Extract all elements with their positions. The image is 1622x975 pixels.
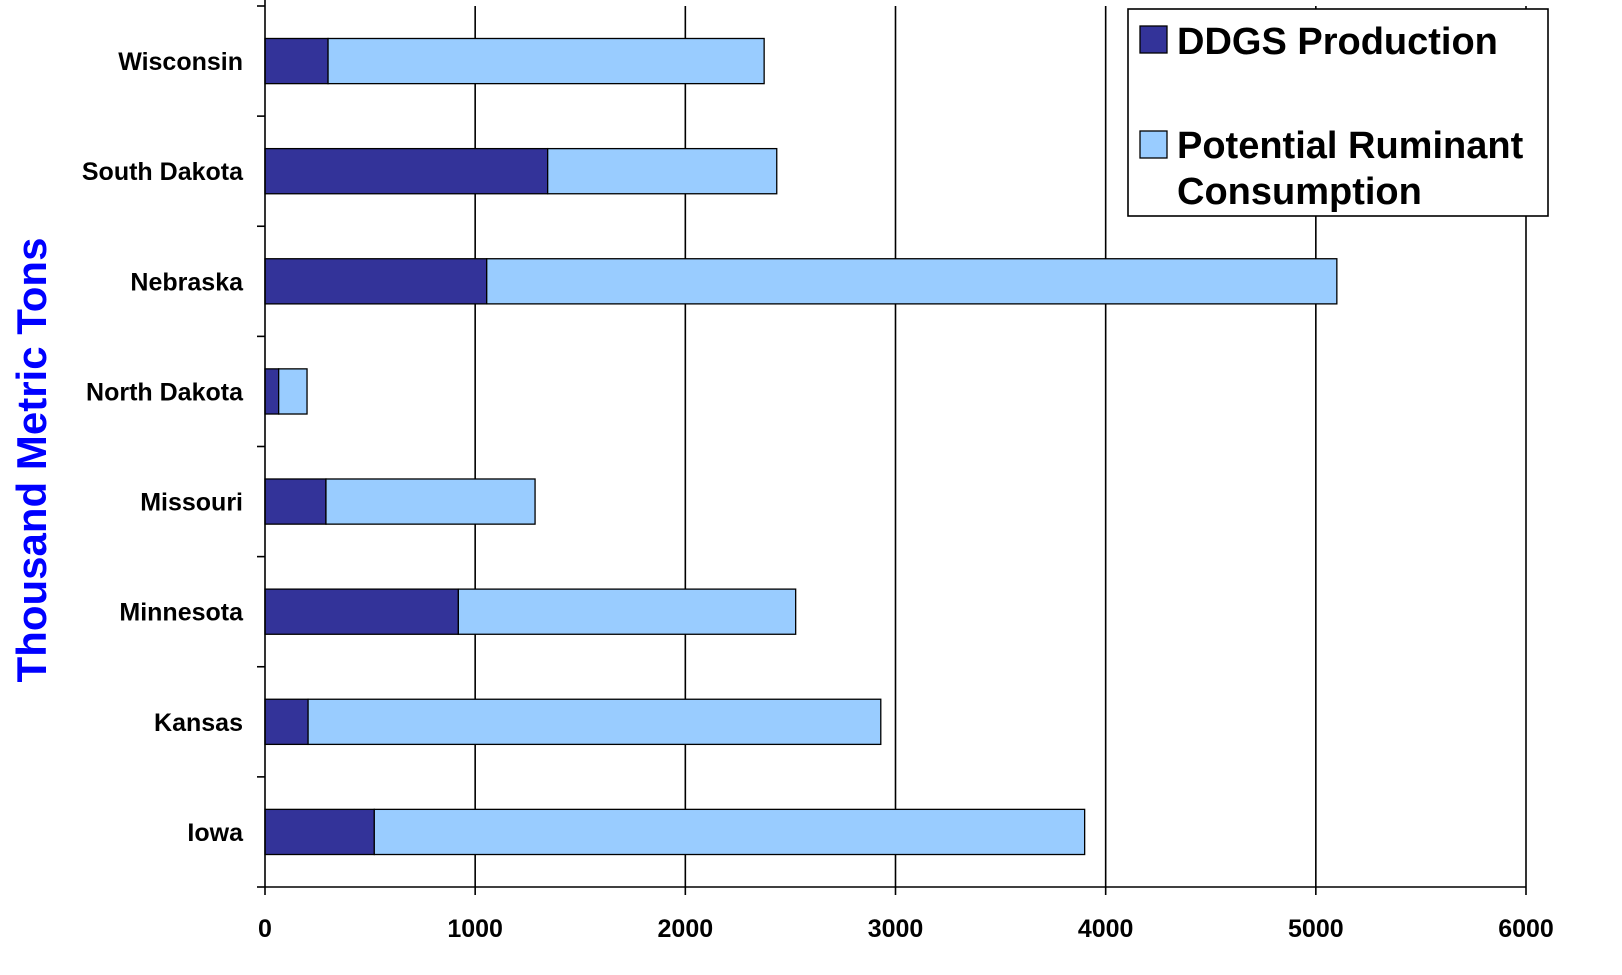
legend-label: DDGS Production bbox=[1177, 21, 1498, 63]
bar-iowa-series-0 bbox=[264, 808, 375, 856]
x-tick-label: 2000 bbox=[658, 915, 714, 943]
bar-kansas-series-1 bbox=[307, 698, 882, 746]
category-label: South Dakota bbox=[82, 158, 244, 186]
bar-nebraska-series-0 bbox=[264, 258, 488, 305]
category-label: Nebraska bbox=[130, 268, 244, 296]
bar-north-dakota-series-1 bbox=[278, 368, 308, 415]
x-tick-label: 6000 bbox=[1498, 915, 1554, 943]
category-label: North Dakota bbox=[86, 378, 244, 406]
bar-minnesota-series-0 bbox=[264, 588, 460, 635]
bar-minnesota-series-1 bbox=[457, 588, 797, 635]
legend-swatch bbox=[1139, 130, 1168, 159]
category-label: Minnesota bbox=[119, 599, 244, 627]
bar-north-dakota-series-0 bbox=[264, 368, 280, 415]
bar-south-dakota-series-0 bbox=[264, 147, 549, 195]
bar-wisconsin-series-0 bbox=[264, 37, 329, 85]
axes bbox=[257, 0, 1527, 895]
bar-wisconsin-series-1 bbox=[327, 37, 765, 85]
bars bbox=[264, 37, 1338, 856]
legend-swatch bbox=[1139, 25, 1168, 54]
category-label: Kansas bbox=[154, 709, 243, 737]
bar-missouri-series-0 bbox=[264, 478, 327, 525]
y-axis-label: Thousand Metric Tons bbox=[8, 238, 55, 683]
x-tick-label: 1000 bbox=[447, 915, 503, 943]
bar-south-dakota-series-1 bbox=[547, 147, 778, 195]
x-tick-label: 3000 bbox=[868, 915, 924, 943]
bar-missouri-series-1 bbox=[325, 478, 536, 525]
category-label: Missouri bbox=[140, 489, 243, 517]
legend-box bbox=[1127, 8, 1549, 217]
category-labels: Iowa Kansas Minnesota Missouri North Dakota N… bbox=[82, 48, 244, 847]
bar-nebraska-series-1 bbox=[486, 258, 1338, 305]
bar-iowa-series-1 bbox=[373, 808, 1086, 856]
category-label: Wisconsin bbox=[118, 48, 243, 76]
x-tick-label: 5000 bbox=[1288, 915, 1344, 943]
bar-kansas-series-0 bbox=[264, 698, 309, 746]
legend-label: Potential Ruminant Consumption bbox=[1177, 125, 1524, 213]
category-label: Iowa bbox=[187, 819, 244, 847]
x-tick-labels: 0 1000 2000 3000 4000 5000 6000 bbox=[258, 915, 1554, 943]
x-tick-label: 0 bbox=[258, 915, 272, 943]
legend: DDGS Production Potential Ruminant Consump… bbox=[1127, 8, 1549, 217]
x-tick-label: 4000 bbox=[1078, 915, 1134, 943]
